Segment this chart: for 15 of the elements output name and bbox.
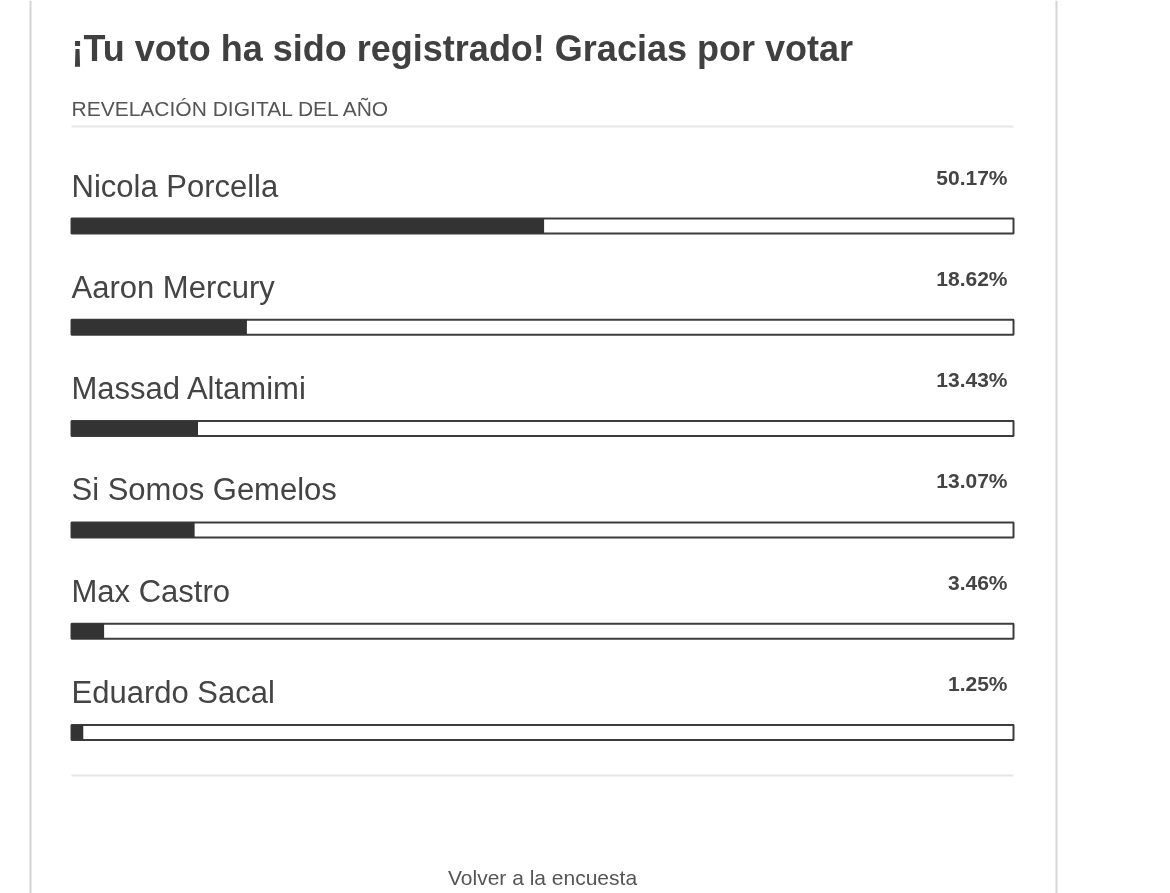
- text: Volver a la encuesta: [447, 866, 638, 889]
- y-tick-label: Eduardo Sacal: [71, 675, 275, 710]
- data-label: 1.25%: [947, 672, 1008, 695]
- y-tick-label: Massad Altamimi: [71, 371, 306, 407]
- data-label: 3.46%: [947, 570, 1008, 594]
- y-tick-label: Nicola Porcella: [71, 168, 280, 204]
- data-label: 18.62%: [936, 266, 1008, 290]
- y-tick-label: Aaron Mercury: [71, 269, 276, 305]
- chart-title: ¡Tu voto ha sido registrado! Gracias por votar: [71, 28, 853, 69]
- data-label: 50.17%: [936, 165, 1008, 189]
- chart-subtitle: REVELACIÓN DIGITAL DEL AÑO: [71, 97, 389, 120]
- y-tick-label: Max Castro: [71, 573, 230, 609]
- y-tick-label: Si Somos Gemelos: [71, 472, 337, 508]
- data-label: 13.07%: [936, 469, 1008, 493]
- data-label: 13.43%: [936, 368, 1008, 392]
